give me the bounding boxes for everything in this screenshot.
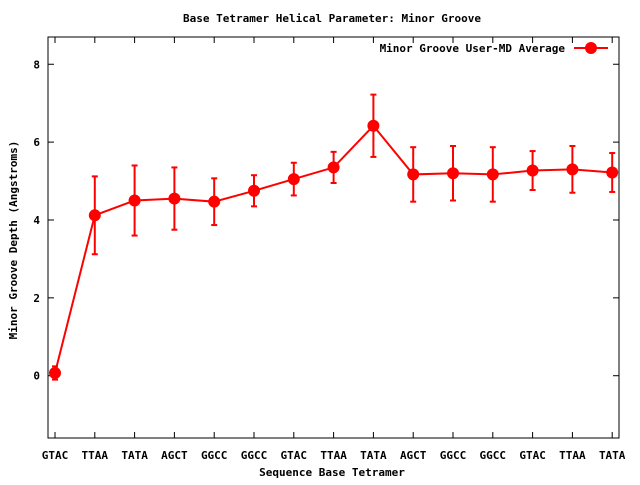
x-tick-label: GTAC: [42, 449, 69, 462]
data-point: [606, 166, 619, 179]
legend-label: Minor Groove User-MD Average: [380, 42, 566, 55]
series-points: [49, 119, 619, 379]
x-tick-label: TTAA: [82, 449, 109, 462]
data-point: [49, 366, 61, 379]
data-point: [128, 194, 141, 207]
data-point: [208, 195, 221, 208]
y-tick-label: 8: [33, 58, 40, 71]
x-tick-label: GGCC: [480, 449, 507, 462]
data-point: [526, 164, 539, 177]
y-axis: 0 2 4 6 8: [33, 58, 619, 383]
x-tick-label: TATA: [360, 449, 387, 462]
data-point: [327, 161, 340, 174]
x-tick-label: GGCC: [440, 449, 467, 462]
x-tick-label: TTAA: [559, 449, 586, 462]
x-tick-label: GTAC: [519, 449, 546, 462]
error-bars: [52, 93, 616, 381]
y-tick-label: 4: [33, 214, 40, 227]
x-tick-label: GTAC: [281, 449, 308, 462]
x-tick-label: AGCT: [400, 449, 427, 462]
legend-marker: [585, 42, 597, 54]
plot-frame: [47, 36, 620, 439]
x-tick-label: GGCC: [241, 449, 268, 462]
data-point: [248, 184, 260, 197]
data-point: [566, 163, 579, 176]
y-tick-label: 6: [33, 136, 40, 149]
data-point: [367, 119, 380, 132]
x-tick-label: TATA: [121, 449, 148, 462]
y-axis-label: Minor Groove Depth (Angstroms): [7, 141, 20, 340]
x-axis: GTAC TTAA TATA AGCT GGCC GGCC GTAC TTAA TATA AGCT…: [42, 37, 626, 462]
x-tick-label: TATA: [599, 449, 626, 462]
data-point: [287, 173, 300, 186]
x-tick-label: GGCC: [201, 449, 228, 462]
y-tick-label: 2: [33, 292, 40, 305]
y-tick-label: 0: [33, 370, 40, 383]
x-tick-label: TTAA: [320, 449, 347, 462]
data-point: [486, 168, 499, 181]
chart-title: Base Tetramer Helical Parameter: Minor G…: [183, 12, 481, 25]
legend: Minor Groove User-MD Average: [380, 42, 608, 55]
x-axis-label: Sequence Base Tetramer: [259, 466, 405, 479]
data-point: [407, 168, 420, 181]
data-point: [88, 209, 101, 222]
data-point: [447, 167, 459, 180]
data-point: [168, 192, 181, 205]
x-tick-label: AGCT: [161, 449, 188, 462]
